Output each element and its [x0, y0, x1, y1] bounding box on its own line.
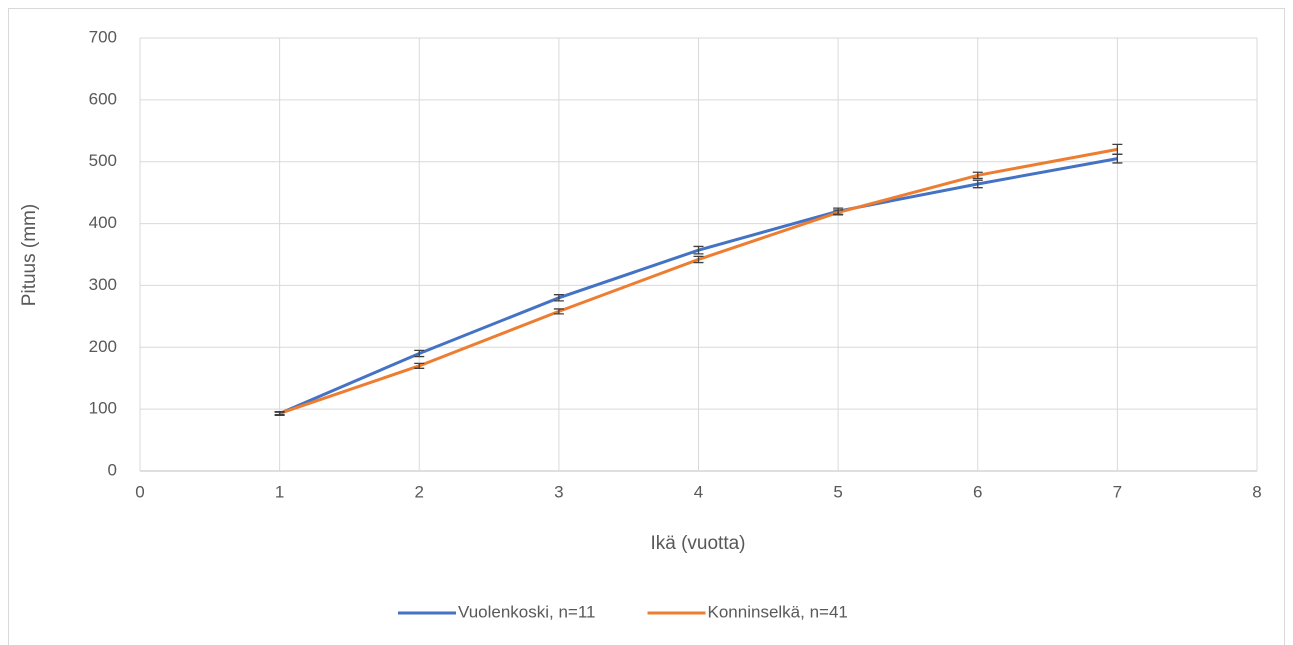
- x-tick-label: 0: [135, 482, 144, 501]
- x-tick-label: 1: [275, 482, 284, 501]
- x-tick-label: 6: [973, 482, 982, 501]
- error-bar: [1112, 143, 1123, 155]
- error-bar: [553, 308, 564, 315]
- y-axis-title: Pituus (mm): [19, 204, 40, 306]
- y-tick-label: 100: [89, 399, 117, 418]
- error-bar: [972, 179, 983, 189]
- y-tick-label: 200: [89, 337, 117, 356]
- error-bar: [693, 255, 704, 264]
- error-bar: [972, 171, 983, 180]
- legend-label: Vuolenkoski, n=11: [458, 602, 596, 621]
- y-tick-label: 0: [108, 460, 117, 479]
- x-tick-label: 8: [1252, 482, 1261, 501]
- chart-border: [8, 8, 1285, 645]
- y-tick-label: 500: [89, 151, 117, 170]
- error-bar: [693, 245, 704, 255]
- error-bar: [274, 411, 285, 416]
- error-bar: [414, 349, 425, 358]
- x-tick-label: 2: [415, 482, 424, 501]
- x-tick-label: 3: [554, 482, 563, 501]
- x-tick-label: 5: [833, 482, 842, 501]
- x-axis-title: Ikä (vuotta): [650, 533, 745, 554]
- error-bar: [553, 294, 564, 302]
- x-tick-label: 4: [694, 482, 703, 501]
- error-bar: [414, 362, 425, 369]
- y-tick-label: 400: [89, 213, 117, 232]
- legend-label: Konninselkä, n=41: [708, 602, 848, 621]
- y-tick-label: 700: [89, 27, 117, 46]
- x-tick-label: 7: [1113, 482, 1122, 501]
- y-tick-label: 300: [89, 275, 117, 294]
- y-tick-label: 600: [89, 89, 117, 108]
- error-bar: [833, 209, 844, 216]
